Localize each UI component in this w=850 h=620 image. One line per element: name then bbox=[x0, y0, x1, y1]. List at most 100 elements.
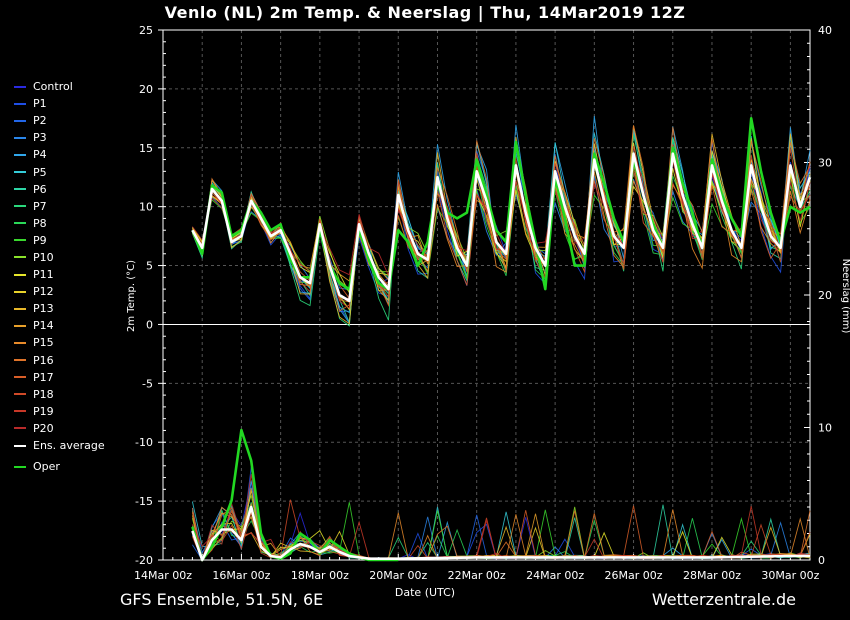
main-series-lines bbox=[191, 117, 812, 562]
y-tick-label-left: 0 bbox=[146, 318, 153, 331]
temp-line-p17 bbox=[192, 160, 811, 300]
x-tick-label: 28Mar 00z bbox=[683, 569, 741, 582]
legend-item: P19 bbox=[14, 403, 105, 420]
legend-item: P15 bbox=[14, 334, 105, 351]
legend-swatch bbox=[14, 465, 26, 468]
temp-line-ens-average bbox=[191, 152, 812, 303]
temp-line-p13 bbox=[191, 125, 811, 325]
legend-item: P16 bbox=[14, 352, 105, 369]
legend-item: P17 bbox=[14, 369, 105, 386]
y-tick-label-right: 0 bbox=[818, 554, 825, 567]
legend-label: Ens. average bbox=[33, 439, 105, 453]
legend-label: P5 bbox=[33, 165, 47, 179]
legend-item: P5 bbox=[14, 163, 105, 180]
legend-swatch bbox=[14, 444, 26, 447]
chart-title: Venlo (NL) 2m Temp. & Neerslag | Thu, 14… bbox=[164, 3, 686, 22]
legend-swatch bbox=[14, 85, 26, 88]
y-tick-label-left: 5 bbox=[146, 260, 153, 273]
footer-model-info: GFS Ensemble, 51.5N, 6E bbox=[120, 590, 324, 609]
legend-swatch bbox=[14, 102, 26, 105]
x-tick-label: 22Mar 00z bbox=[448, 569, 506, 582]
legend-swatch bbox=[14, 324, 26, 327]
legend-item: Control bbox=[14, 78, 105, 95]
legend-swatch bbox=[14, 171, 26, 174]
footer-source: Wetterzentrale.de bbox=[651, 590, 796, 609]
legend-label: P6 bbox=[33, 182, 47, 196]
legend-label: P2 bbox=[33, 114, 47, 128]
legend-swatch bbox=[14, 427, 26, 430]
legend-label: Control bbox=[33, 80, 73, 94]
legend-item: P18 bbox=[14, 386, 105, 403]
temp-line-p7 bbox=[191, 134, 811, 327]
legend-swatch bbox=[14, 393, 26, 396]
y-tick-label-left: -20 bbox=[135, 554, 153, 567]
legend-item: P8 bbox=[14, 215, 105, 232]
y-tick-label-right: 20 bbox=[818, 289, 832, 302]
legend-label: P18 bbox=[33, 387, 54, 401]
x-tick-label: 18Mar 00z bbox=[291, 569, 349, 582]
legend-label: Oper bbox=[33, 460, 60, 474]
legend-label: P8 bbox=[33, 216, 47, 230]
y-tick-label-right: 30 bbox=[818, 157, 832, 170]
legend-label: P10 bbox=[33, 250, 54, 264]
legend-item: P10 bbox=[14, 249, 105, 266]
y-tick-label-left: -10 bbox=[135, 436, 153, 449]
x-tick-label: 16Mar 00z bbox=[212, 569, 270, 582]
legend-item: P2 bbox=[14, 112, 105, 129]
legend-item: Oper bbox=[14, 458, 105, 475]
legend-swatch bbox=[14, 341, 26, 344]
x-axis-label: Date (UTC) bbox=[394, 586, 456, 599]
legend-swatch bbox=[14, 307, 26, 310]
legend-swatch bbox=[14, 239, 26, 242]
legend-swatch bbox=[14, 359, 26, 362]
legend-label: P1 bbox=[33, 97, 47, 111]
plot-frame bbox=[162, 29, 811, 561]
temp-line-p4 bbox=[191, 115, 811, 325]
legend-label: P17 bbox=[33, 370, 54, 384]
legend-item: P3 bbox=[14, 129, 105, 146]
y-tick-label-right: 40 bbox=[818, 24, 832, 37]
y-tick-label-left: 25 bbox=[139, 24, 153, 37]
chart-axes bbox=[158, 29, 811, 561]
legend-swatch bbox=[14, 256, 26, 259]
legend-label: P11 bbox=[33, 268, 54, 282]
legend-label: P20 bbox=[33, 421, 54, 435]
legend: Control P1 P2 P3 P4 P5 P6 P7 P8 P9 P10 P11 P12 P13 P14… bbox=[14, 78, 105, 475]
legend-swatch bbox=[14, 205, 26, 208]
precip-line-oper bbox=[191, 428, 399, 562]
legend-swatch bbox=[14, 222, 26, 225]
legend-swatch bbox=[14, 290, 26, 293]
legend-swatch bbox=[14, 136, 26, 139]
legend-label: P16 bbox=[33, 353, 54, 367]
legend-swatch bbox=[14, 119, 26, 122]
precip-line-p16 bbox=[191, 488, 811, 561]
legend-label: P7 bbox=[33, 199, 47, 213]
legend-item: P12 bbox=[14, 283, 105, 300]
y-tick-label-right: 10 bbox=[818, 422, 832, 435]
legend-swatch bbox=[14, 153, 26, 156]
legend-swatch bbox=[14, 188, 26, 191]
legend-label: P3 bbox=[33, 131, 47, 145]
legend-item: P14 bbox=[14, 317, 105, 334]
x-tick-label: 14Mar 00z bbox=[134, 569, 192, 582]
y-axis-label-right: Neerslag (mm) bbox=[840, 259, 850, 334]
x-tick-label: 20Mar 00z bbox=[369, 569, 427, 582]
legend-item: P7 bbox=[14, 198, 105, 215]
precip-line-ens-average bbox=[191, 505, 810, 562]
legend-item: P11 bbox=[14, 266, 105, 283]
legend-label: P12 bbox=[33, 285, 54, 299]
axis-tick-labels: 14Mar 00z 16Mar 00z 18Mar 00z 20Mar 00z 22Ma… bbox=[126, 24, 850, 582]
legend-label: P14 bbox=[33, 319, 54, 333]
legend-swatch bbox=[14, 273, 26, 276]
chart-grid bbox=[163, 30, 810, 560]
legend-label: P13 bbox=[33, 302, 54, 316]
y-tick-label-left: 20 bbox=[139, 83, 153, 96]
temp-line-p5 bbox=[191, 128, 811, 314]
legend-swatch bbox=[14, 376, 26, 379]
legend-item: P6 bbox=[14, 181, 105, 198]
legend-item: Ens. average bbox=[14, 437, 105, 454]
legend-item: P13 bbox=[14, 300, 105, 317]
temp-line-p9 bbox=[192, 170, 811, 293]
legend-item: P4 bbox=[14, 146, 105, 163]
